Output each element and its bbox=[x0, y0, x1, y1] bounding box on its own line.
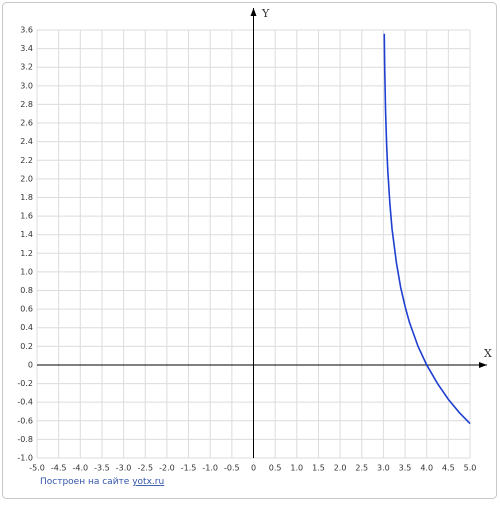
footer-text: Построен на сайте bbox=[40, 477, 130, 487]
y-tick-label: 1.8 bbox=[20, 193, 33, 202]
footer-link[interactable]: yotx.ru bbox=[132, 477, 164, 487]
x-tick-label: -1.0 bbox=[202, 464, 218, 473]
y-tick-label: -0.4 bbox=[17, 398, 33, 407]
x-tick-label: -4.5 bbox=[51, 464, 67, 473]
y-tick-label: 0.6 bbox=[20, 305, 33, 314]
x-tick-label: -0.5 bbox=[224, 464, 240, 473]
x-tick-label: 3.0 bbox=[377, 464, 390, 473]
x-tick-label: 2.5 bbox=[355, 464, 368, 473]
x-tick-label: -3.5 bbox=[94, 464, 110, 473]
y-tick-label: 2.6 bbox=[20, 119, 33, 128]
y-tick-label: 0.4 bbox=[20, 323, 33, 332]
footer: Построен на сайте yotx.ru bbox=[40, 477, 164, 487]
x-tick-label: 5.0 bbox=[464, 464, 477, 473]
y-axis-arrow bbox=[250, 8, 257, 16]
x-axis-label: X bbox=[484, 347, 492, 360]
y-tick-label: 2.0 bbox=[20, 174, 33, 183]
y-tick-label: 1.6 bbox=[20, 212, 33, 221]
y-tick-label: 3.4 bbox=[20, 44, 33, 53]
x-tick-label: -5.0 bbox=[29, 464, 45, 473]
axes bbox=[37, 8, 487, 458]
y-tick-label: 3.0 bbox=[20, 81, 33, 90]
y-tick-label: 0.2 bbox=[20, 342, 33, 351]
y-tick-label: 2.8 bbox=[20, 100, 33, 109]
x-axis-arrow bbox=[479, 361, 487, 368]
frame bbox=[2, 2, 497, 499]
y-tick-label: 1.0 bbox=[20, 267, 33, 276]
y-tick-label: 1.4 bbox=[20, 230, 33, 239]
x-tick-label: 3.5 bbox=[399, 464, 412, 473]
y-tick-label: 3.6 bbox=[20, 26, 33, 35]
y-tick-label: 0 bbox=[28, 360, 33, 369]
x-tick-label: 2.0 bbox=[334, 464, 347, 473]
x-tick-label: -4.0 bbox=[72, 464, 88, 473]
x-tick-label: -2.0 bbox=[159, 464, 175, 473]
y-tick-label: 1.2 bbox=[20, 249, 33, 258]
x-tick-label: 1.5 bbox=[312, 464, 325, 473]
y-tick-label: -1.0 bbox=[17, 454, 33, 463]
x-tick-label: 4.0 bbox=[420, 464, 433, 473]
y-tick-label: -0.2 bbox=[17, 379, 33, 388]
x-tick-label: 1.0 bbox=[290, 464, 303, 473]
y-tick-label: 2.2 bbox=[20, 156, 33, 165]
y-tick-label: 2.4 bbox=[20, 137, 33, 146]
x-tick-label: -2.5 bbox=[137, 464, 153, 473]
x-tick-label: 0 bbox=[251, 464, 256, 473]
x-tick-label: 4.5 bbox=[442, 464, 455, 473]
y-tick-label: -0.8 bbox=[17, 435, 33, 444]
y-axis-label: Y bbox=[261, 7, 270, 20]
y-tick-label: 3.2 bbox=[20, 63, 33, 72]
x-tick-label: 0.5 bbox=[269, 464, 282, 473]
y-tick-label: -0.6 bbox=[17, 416, 33, 425]
y-tick-label: 0.8 bbox=[20, 286, 33, 295]
curve bbox=[383, 33, 471, 425]
x-tick-label: -1.5 bbox=[181, 464, 197, 473]
x-tick-label: -3.0 bbox=[116, 464, 132, 473]
